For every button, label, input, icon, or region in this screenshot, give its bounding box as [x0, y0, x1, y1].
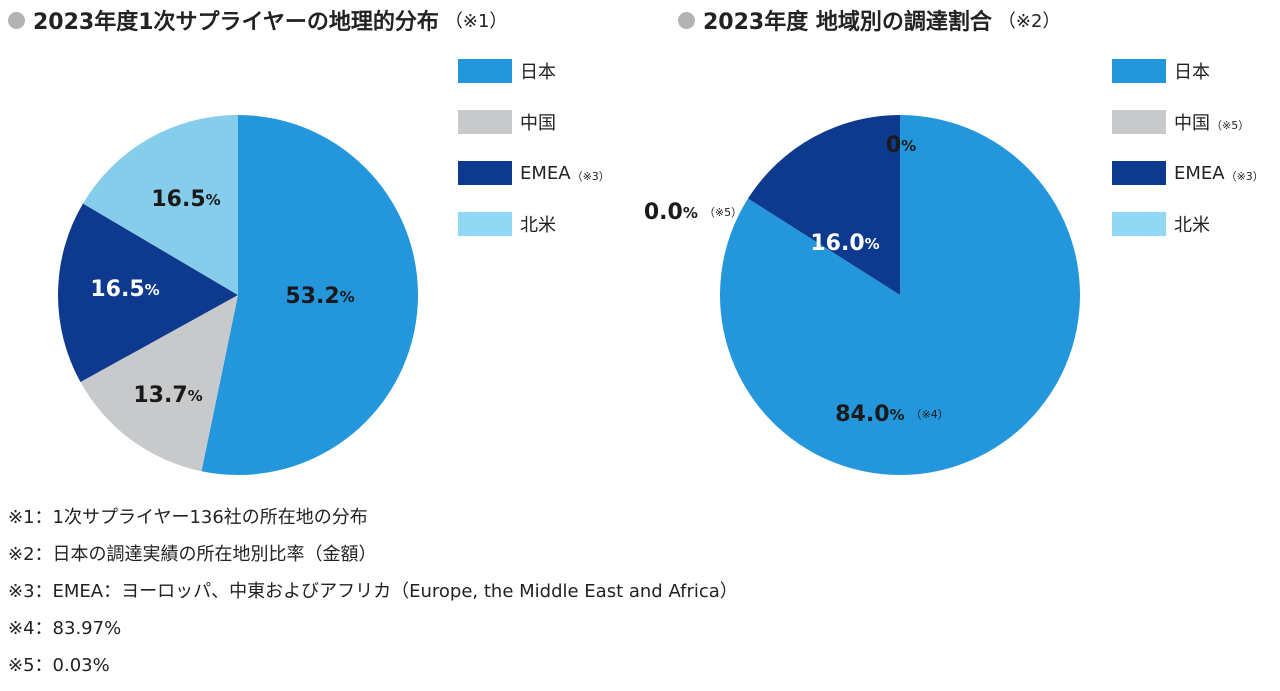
right-chart-title-text: 2023年度 地域別の調達割合 — [703, 10, 992, 35]
data-label-north-america: 0% — [886, 133, 916, 158]
legend-label: 中国 — [1174, 113, 1210, 134]
legend-note: （※3） — [1225, 170, 1264, 183]
data-label-emea: 16.5% — [90, 277, 159, 302]
legend-swatch-north-america — [1112, 212, 1166, 236]
legend-item-emea: EMEA （※3） — [458, 160, 610, 186]
pie-slice-china — [80, 295, 238, 472]
legend-swatch-china — [1112, 110, 1166, 134]
left-chart-title-text: 2023年度1次サプライヤーの地理的分布 — [33, 10, 439, 35]
procurement-ratio-pie-chart: 84.0% （※4） 0.0% （※5） 16.0% 0% — [644, 115, 1080, 475]
legend-swatch-japan — [458, 59, 512, 83]
legend-label: 日本 — [520, 62, 556, 83]
legend-swatch-emea — [458, 161, 512, 185]
legend-item-japan: 日本 — [458, 58, 610, 84]
legend-item-china: 中国 — [458, 109, 610, 135]
right-chart-title: 2023年度 地域別の調達割合 （※2） — [678, 4, 1060, 36]
legend-item-japan: 日本 — [1112, 58, 1264, 84]
legend-item-north-america: 北米 — [1112, 211, 1264, 237]
pie-slice-japan — [719, 115, 1080, 475]
pie-slice-emea — [58, 203, 238, 383]
title-bullet-icon — [8, 11, 25, 29]
footnote-4: ※4：83.97% — [8, 618, 122, 639]
legend-label: 北米 — [520, 215, 556, 236]
legend-item-north-america: 北米 — [458, 211, 610, 237]
data-label-japan: 84.0% （※4） — [835, 402, 949, 427]
legend-item-china: 中国 （※5） — [1112, 109, 1264, 135]
data-label-north-america: 16.5% — [151, 187, 220, 212]
title-bullet-icon — [678, 11, 695, 29]
legend-swatch-emea — [1112, 161, 1166, 185]
legend-note: （※3） — [571, 170, 610, 183]
legend-item-emea: EMEA （※3） — [1112, 160, 1264, 186]
pie-slice-emea — [748, 115, 900, 295]
legend-label: EMEA — [1174, 162, 1225, 184]
legend-swatch-north-america — [458, 212, 512, 236]
legend-label: EMEA — [520, 162, 571, 184]
right-chart-title-note: （※2） — [997, 11, 1061, 32]
data-label-japan: 53.2% — [285, 284, 354, 309]
left-chart-title: 2023年度1次サプライヤーの地理的分布 （※1） — [8, 4, 507, 36]
footnote-5: ※5：0.03% — [8, 655, 110, 676]
legend-label: 北米 — [1174, 215, 1210, 236]
right-chart-legend: 日本 中国 （※5） EMEA （※3） 北米 — [1112, 58, 1264, 262]
legend-label: 日本 — [1174, 62, 1210, 83]
footnote-3: ※3：EMEA：ヨーロッパ、中東およびアフリカ（Europe, the Midd… — [8, 581, 738, 602]
legend-label: 中国 — [520, 113, 556, 134]
supplier-distribution-pie-chart: 53.2% 13.7% 16.5% 16.5% — [58, 115, 419, 475]
left-chart-title-note: （※1） — [444, 11, 508, 32]
pie-slice-japan — [201, 115, 419, 475]
pie-slice-north-america — [82, 115, 238, 295]
footnotes: ※1：1次サプライヤー136社の所在地の分布 ※2：日本の調達実績の所在地別比率… — [8, 506, 738, 691]
legend-swatch-japan — [1112, 59, 1166, 83]
footnote-1: ※1：1次サプライヤー136社の所在地の分布 — [8, 507, 368, 528]
legend-note: （※5） — [1211, 119, 1250, 132]
data-label-china: 0.0% （※5） — [644, 200, 742, 225]
legend-swatch-china — [458, 110, 512, 134]
data-label-emea: 16.0% — [810, 231, 879, 256]
left-chart-legend: 日本 中国 EMEA （※3） 北米 — [458, 58, 610, 262]
footnote-2: ※2：日本の調達実績の所在地別比率（金額） — [8, 544, 377, 565]
data-label-china: 13.7% — [133, 383, 202, 408]
